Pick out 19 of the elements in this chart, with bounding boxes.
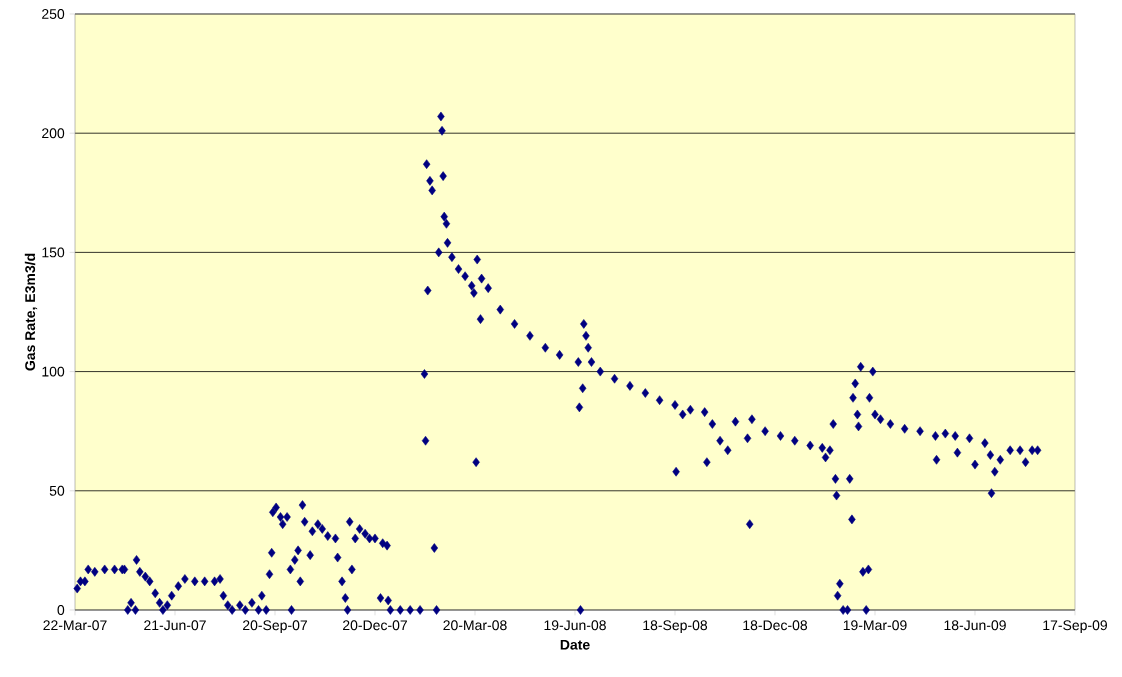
x-tick-label: 20-Mar-08 — [443, 620, 507, 631]
x-tick-label: 18-Dec-08 — [743, 620, 808, 631]
y-tick-label: 100 — [42, 366, 65, 377]
x-tick-label: 19-Mar-09 — [843, 620, 907, 631]
x-tick-label: 17-Sep-09 — [1043, 620, 1107, 633]
x-tick-label: 22-Mar-07 — [43, 620, 107, 631]
x-axis-title: Date — [560, 639, 590, 650]
x-tick-label: 18-Sep-08 — [643, 620, 708, 633]
y-tick-label: 150 — [42, 247, 65, 258]
y-tick-label: 0 — [57, 605, 65, 615]
x-tick-label: 20-Dec-07 — [343, 620, 407, 631]
x-tick-label: 19-Jun-08 — [544, 620, 606, 631]
x-tick-label: 21-Jun-07 — [144, 620, 206, 631]
x-tick-label: 20-Sep-07 — [243, 620, 307, 633]
y-tick-label: 200 — [42, 128, 65, 139]
y-tick-label: 50 — [49, 485, 65, 496]
y-tick-label: 250 — [42, 9, 65, 19]
y-axis-title: Gas Rate, E3m3/d — [24, 253, 38, 371]
x-tick-label: 18-Jun-09 — [944, 620, 1006, 631]
